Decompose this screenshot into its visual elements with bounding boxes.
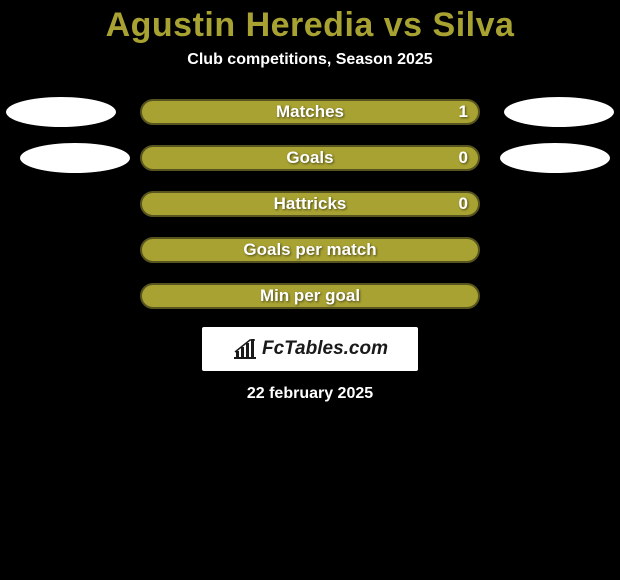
bar-chart-icon (232, 338, 258, 360)
player-left-ellipse (20, 143, 130, 173)
stat-value: 1 (459, 102, 468, 122)
stat-label: Matches (142, 102, 478, 122)
stat-bar: Goals0 (140, 145, 480, 171)
page-title: Agustin Heredia vs Silva (0, 0, 620, 45)
logo-box: FcTables.com (202, 327, 418, 371)
stat-value: 0 (459, 194, 468, 214)
player-right-ellipse (500, 143, 610, 173)
stat-row: Min per goal (0, 283, 620, 309)
stat-bar: Min per goal (140, 283, 480, 309)
stat-row: Hattricks0 (0, 191, 620, 217)
stat-bar: Goals per match (140, 237, 480, 263)
stat-row: Goals per match (0, 237, 620, 263)
stat-label: Goals (142, 148, 478, 168)
comparison-card: Agustin Heredia vs Silva Club competitio… (0, 0, 620, 580)
logo-text: FcTables.com (262, 338, 388, 360)
stat-label: Hattricks (142, 194, 478, 214)
stat-row: Goals0 (0, 145, 620, 171)
stat-row: Matches1 (0, 99, 620, 125)
page-subtitle: Club competitions, Season 2025 (0, 51, 620, 69)
stat-bar: Matches1 (140, 99, 480, 125)
stat-bar: Hattricks0 (140, 191, 480, 217)
stat-label: Min per goal (142, 286, 478, 306)
stat-rows: Matches1Goals0Hattricks0Goals per matchM… (0, 99, 620, 309)
date-text: 22 february 2025 (0, 385, 620, 403)
player-right-ellipse (504, 97, 614, 127)
player-left-ellipse (6, 97, 116, 127)
stat-label: Goals per match (142, 240, 478, 260)
stat-value: 0 (459, 148, 468, 168)
